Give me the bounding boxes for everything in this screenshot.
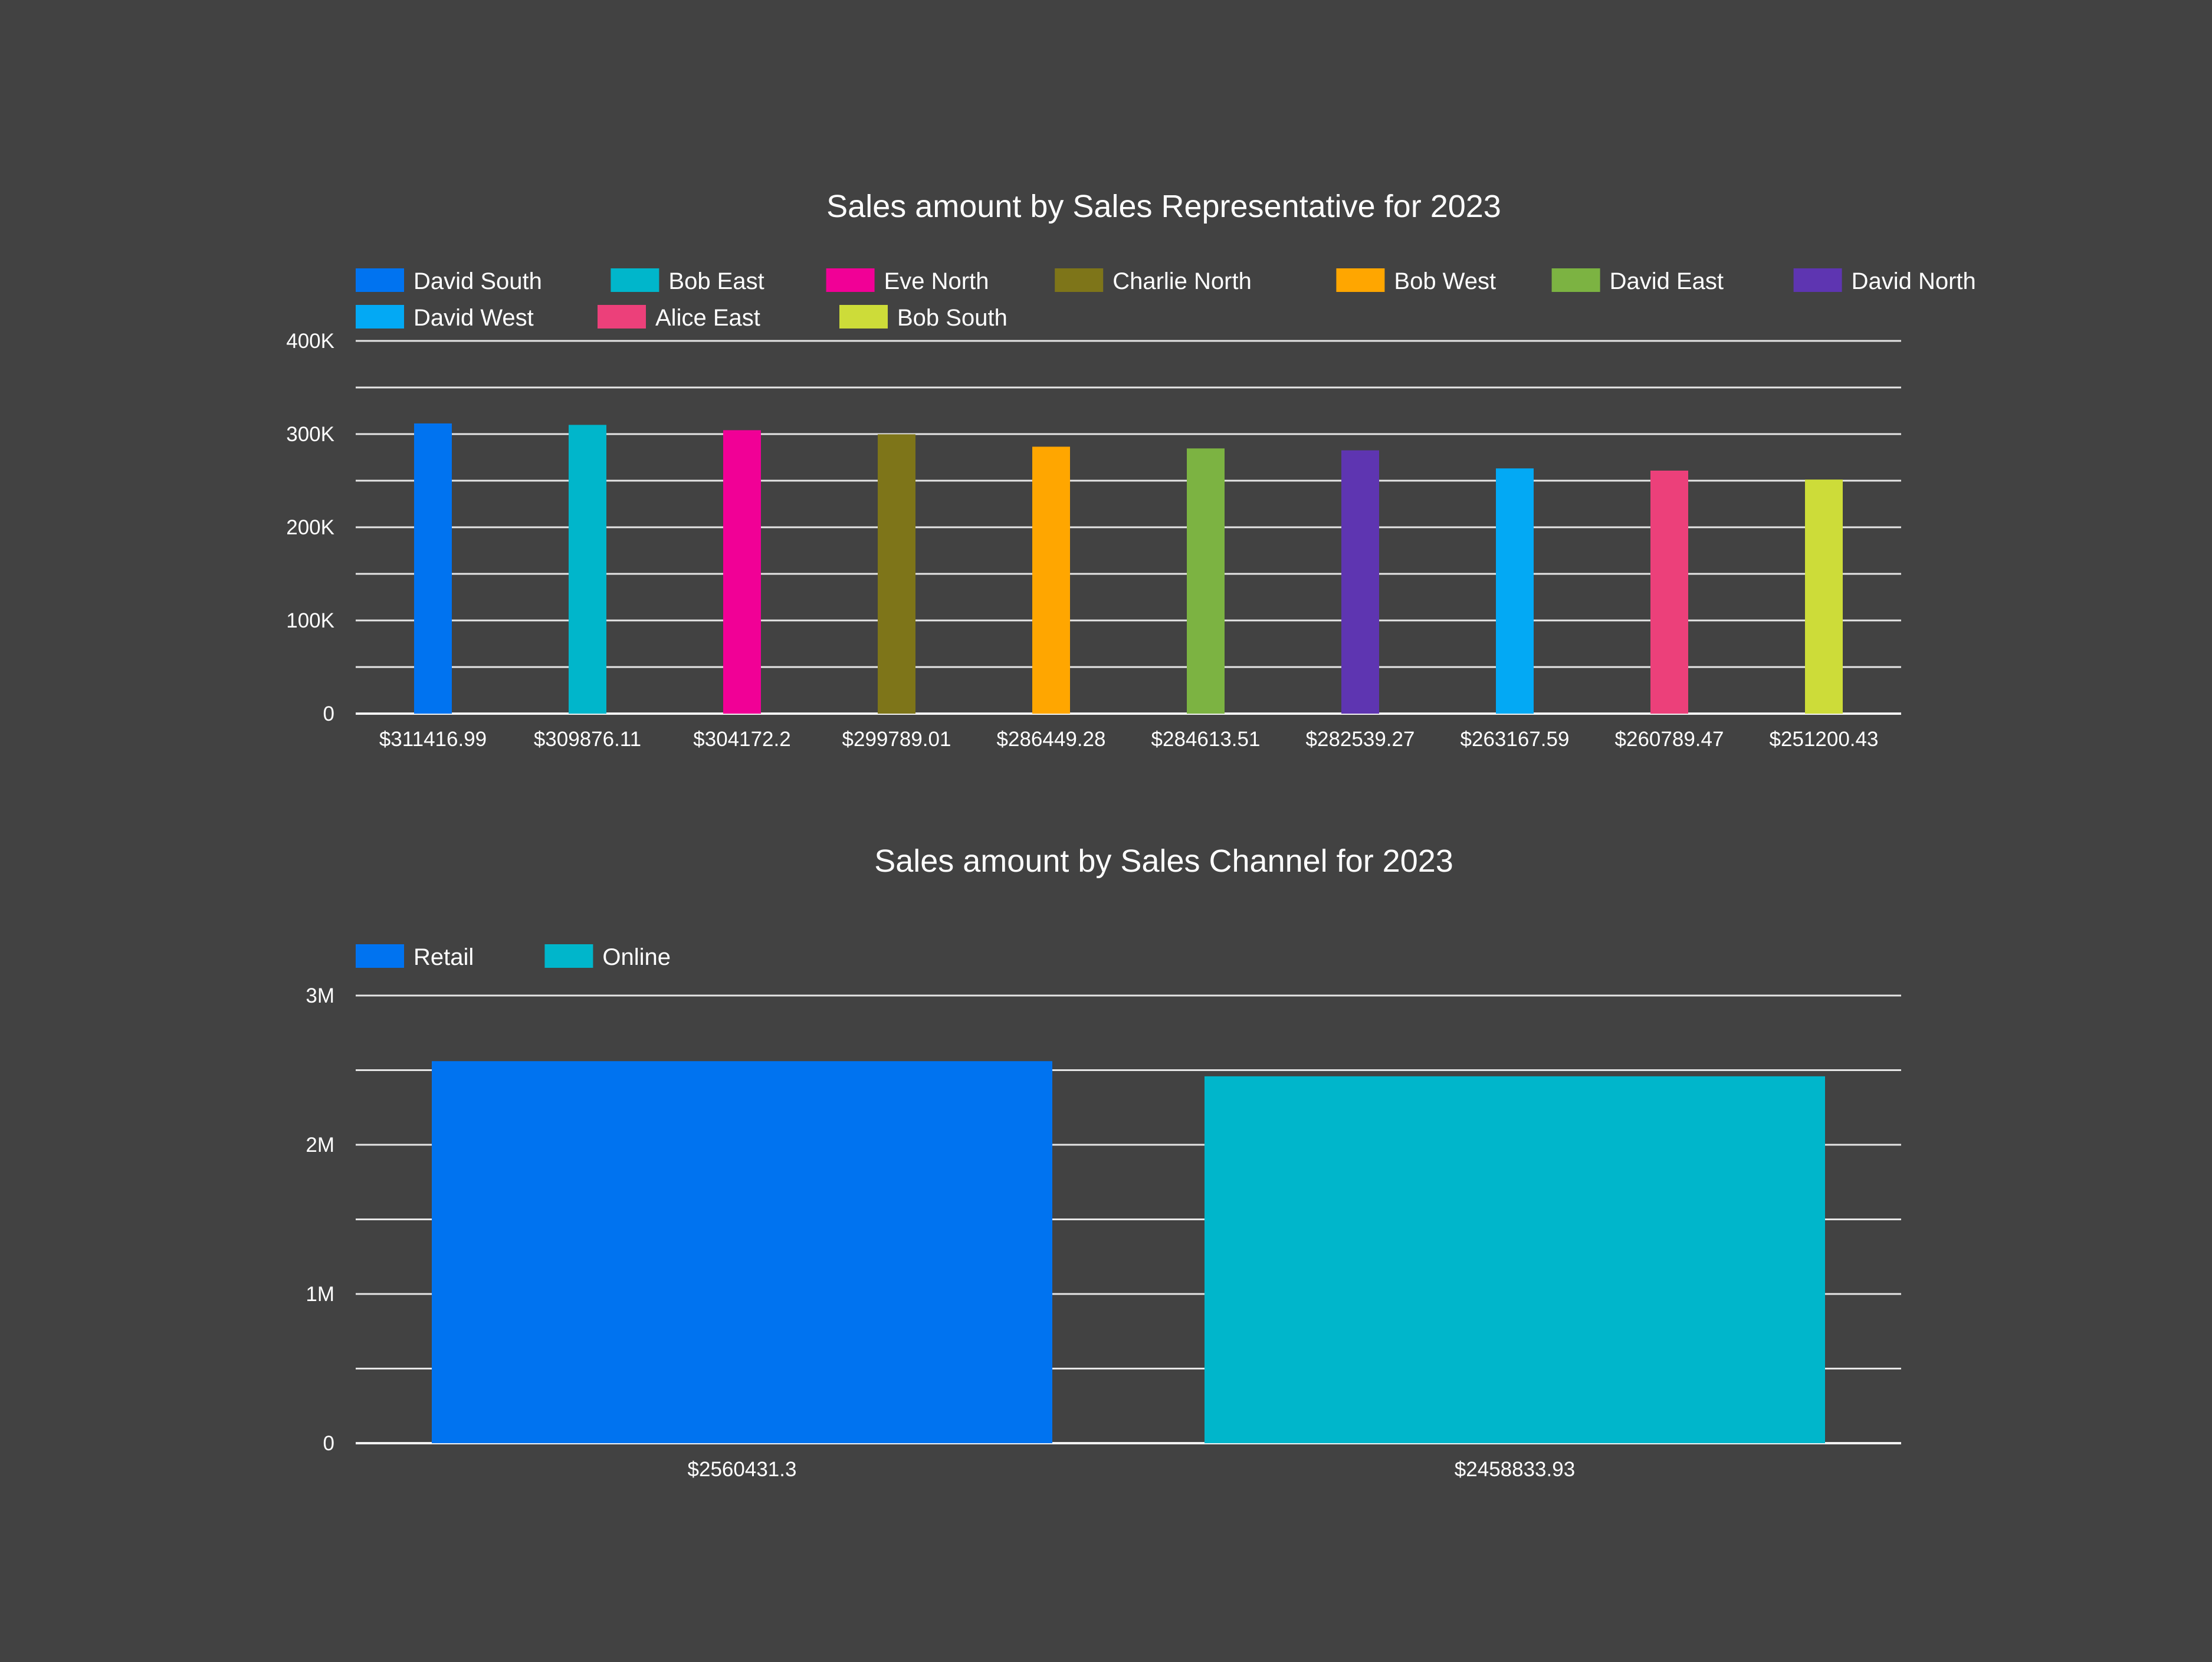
y-tick-label: 100K bbox=[286, 609, 334, 632]
y-tick-label: 2M bbox=[306, 1134, 334, 1157]
x-tick-label: $311416.99 bbox=[379, 728, 487, 751]
channel-x-axis: $2560431.3 $2458833.93 bbox=[688, 1458, 1576, 1481]
legend-swatch bbox=[356, 944, 404, 968]
x-tick-label: $304172.2 bbox=[693, 728, 790, 751]
legend-swatch bbox=[1055, 268, 1104, 292]
x-tick-label: $309876.11 bbox=[534, 728, 641, 751]
bar[interactable] bbox=[432, 1061, 1052, 1443]
y-tick-label: 300K bbox=[286, 423, 334, 446]
legend-label: Online bbox=[602, 944, 671, 970]
legend-label: Charlie North bbox=[1112, 268, 1252, 294]
y-tick-label: 1M bbox=[306, 1283, 334, 1306]
rep-y-axis: 0 100K 200K 300K 400K bbox=[286, 330, 334, 725]
legend-swatch bbox=[611, 268, 659, 292]
legend-item[interactable]: Bob East bbox=[611, 268, 764, 294]
legend-item[interactable]: David West bbox=[356, 305, 534, 331]
y-tick-label: 3M bbox=[306, 984, 334, 1007]
bar[interactable] bbox=[1496, 468, 1534, 714]
bar[interactable] bbox=[1650, 470, 1688, 714]
y-tick-label: 400K bbox=[286, 330, 334, 353]
legend-swatch bbox=[839, 305, 888, 329]
legend-label: David North bbox=[1852, 268, 1976, 294]
channel-bars bbox=[432, 1061, 1825, 1443]
legend-item[interactable]: David East bbox=[1551, 268, 1724, 294]
legend-label: Alice East bbox=[655, 305, 760, 331]
channel-legend: Retail Online bbox=[356, 944, 671, 970]
x-tick-label: $284613.51 bbox=[1151, 728, 1261, 751]
legend-label: Retail bbox=[413, 944, 474, 970]
legend-item[interactable]: David North bbox=[1793, 268, 1976, 294]
x-tick-label: $263167.59 bbox=[1461, 728, 1570, 751]
legend-label: David East bbox=[1610, 268, 1724, 294]
bar[interactable] bbox=[1205, 1076, 1825, 1443]
legend-item[interactable]: Online bbox=[544, 944, 671, 970]
channel-y-axis: 0 1M 2M 3M bbox=[306, 984, 334, 1455]
bar[interactable] bbox=[569, 425, 606, 714]
x-tick-label: $251200.43 bbox=[1770, 728, 1879, 751]
legend-swatch bbox=[544, 944, 593, 968]
legend-item[interactable]: David South bbox=[356, 268, 542, 294]
legend-swatch bbox=[1551, 268, 1600, 292]
legend-item[interactable]: Alice East bbox=[598, 305, 760, 331]
legend-item[interactable]: Bob South bbox=[839, 305, 1007, 331]
legend-item[interactable]: Eve North bbox=[826, 268, 989, 294]
channel-chart: Sales amount by Sales Channel for 2023 Re… bbox=[306, 843, 1901, 1481]
legend-item[interactable]: Charlie North bbox=[1055, 268, 1252, 294]
x-tick-label: $282539.27 bbox=[1306, 728, 1415, 751]
channel-chart-title: Sales amount by Sales Channel for 2023 bbox=[874, 843, 1453, 879]
y-tick-label: 0 bbox=[323, 1432, 334, 1455]
legend-swatch bbox=[356, 305, 404, 329]
x-tick-label: $260789.47 bbox=[1615, 728, 1724, 751]
y-tick-label: 0 bbox=[323, 702, 334, 725]
legend-swatch bbox=[1793, 268, 1842, 292]
x-tick-label: $2458833.93 bbox=[1455, 1458, 1575, 1481]
rep-legend: David South Bob East Eve North Charlie Nort… bbox=[356, 268, 1976, 331]
legend-swatch bbox=[356, 268, 404, 292]
rep-chart-title: Sales amount by Sales Representative for… bbox=[826, 189, 1501, 224]
legend-swatch bbox=[826, 268, 875, 292]
y-tick-label: 200K bbox=[286, 516, 334, 539]
legend-label: David South bbox=[413, 268, 542, 294]
rep-chart: Sales amount by Sales Representative for… bbox=[286, 189, 1976, 751]
rep-gridlines bbox=[356, 340, 1901, 715]
legend-item[interactable]: Retail bbox=[356, 944, 474, 970]
bar[interactable] bbox=[878, 434, 915, 714]
legend-label: Bob South bbox=[897, 305, 1007, 331]
legend-label: David West bbox=[413, 305, 534, 331]
bar[interactable] bbox=[723, 430, 761, 714]
bar[interactable] bbox=[1032, 446, 1070, 714]
x-tick-label: $286449.28 bbox=[997, 728, 1106, 751]
rep-bars bbox=[414, 423, 1843, 714]
bar[interactable] bbox=[1187, 448, 1225, 714]
bar[interactable] bbox=[1341, 450, 1379, 714]
rep-x-axis: $311416.99 $309876.11 $304172.2 $299789.01 $… bbox=[379, 728, 1879, 751]
bar[interactable] bbox=[1805, 479, 1843, 714]
x-tick-label: $2560431.3 bbox=[688, 1458, 797, 1481]
legend-item[interactable]: Bob West bbox=[1336, 268, 1496, 294]
x-tick-label: $299789.01 bbox=[842, 728, 951, 751]
legend-swatch bbox=[1336, 268, 1385, 292]
legend-label: Eve North bbox=[884, 268, 989, 294]
legend-swatch bbox=[598, 305, 646, 329]
bar[interactable] bbox=[414, 423, 452, 714]
legend-label: Bob West bbox=[1394, 268, 1496, 294]
legend-label: Bob East bbox=[668, 268, 764, 294]
